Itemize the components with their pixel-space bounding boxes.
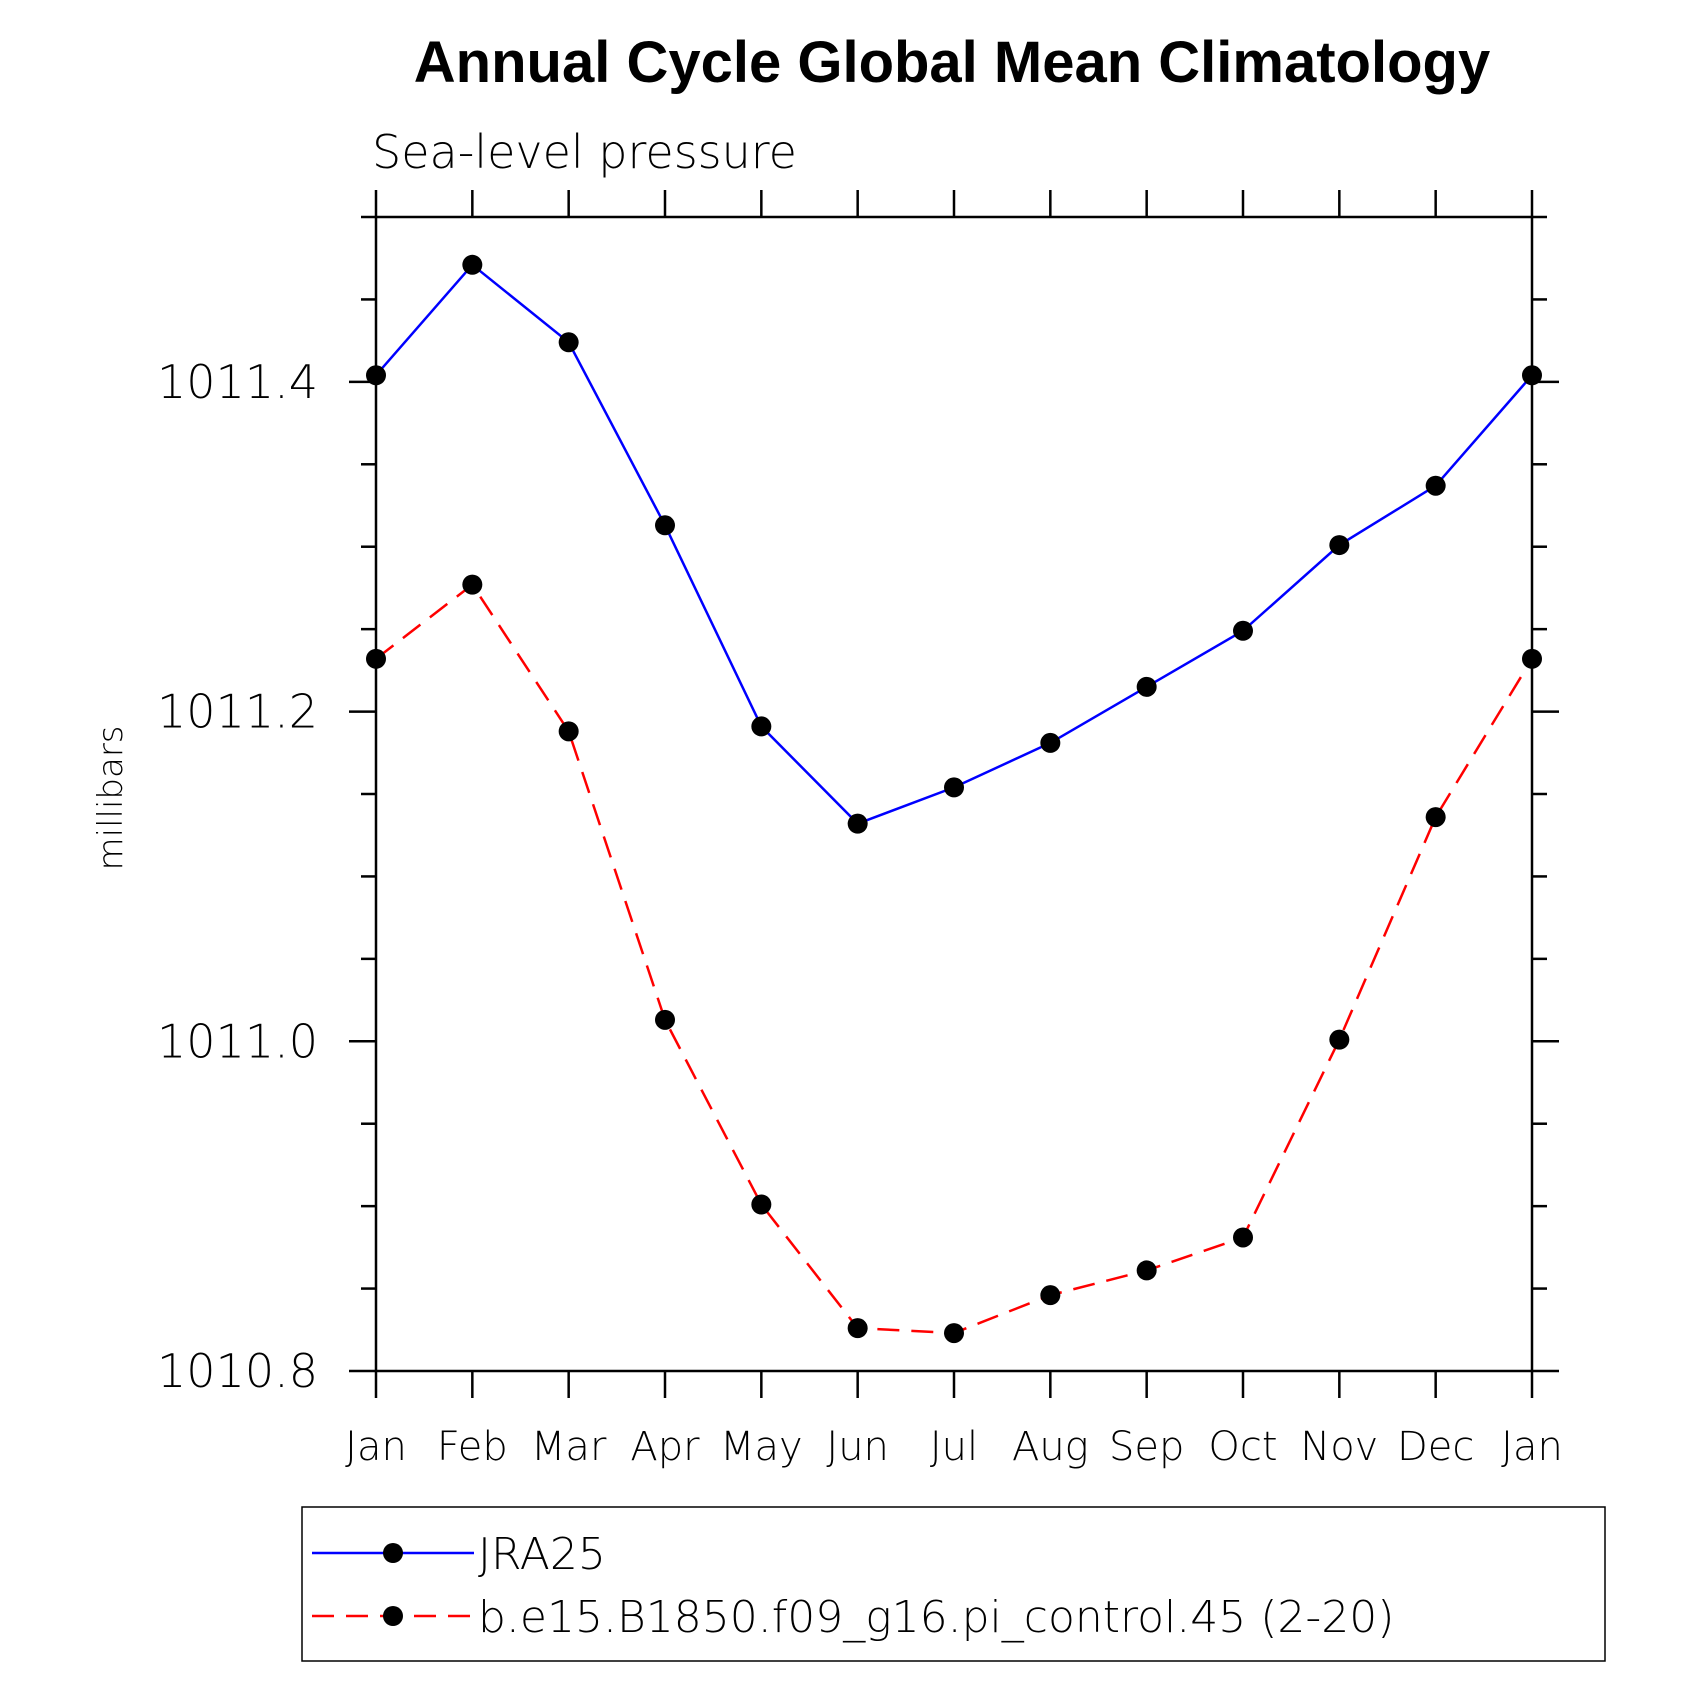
series-layer (366, 254, 1542, 1344)
chart-title: Annual Cycle Global Mean Climatology (414, 30, 1490, 95)
x-tick-label: Jan (1501, 1424, 1563, 1470)
series-line (375, 263, 1533, 826)
chart-subtitle: Sea-level pressure (372, 125, 797, 179)
x-tick-label: Jun (826, 1424, 889, 1470)
data-point (1329, 535, 1350, 556)
x-tick-label: May (720, 1424, 803, 1470)
series-1 (366, 254, 1542, 834)
data-point (1233, 620, 1253, 641)
legend-box (301, 1506, 1606, 1662)
legend-marker (383, 1543, 403, 1563)
data-point (462, 254, 483, 275)
data-point (1329, 1029, 1350, 1050)
x-tick-label: Sep (1109, 1424, 1184, 1470)
data-point (847, 1318, 868, 1339)
x-tick-label: Nov (1300, 1424, 1378, 1470)
data-point (1136, 676, 1157, 697)
legend-item: JRA25 (312, 1529, 606, 1580)
legend: JRA25 b.e15.B1850.f09_g16.pi_control.45 (… (301, 1506, 1606, 1662)
data-point (1522, 365, 1542, 386)
legend-label: b.e15.B1850.f09_g16.pi_control.45 (2-20) (478, 1592, 1394, 1643)
data-point (1522, 648, 1542, 669)
series-2 (366, 574, 1542, 1344)
y-tick-labels: 1010.8 1011.0 1011.2 1011.4 (157, 355, 318, 1398)
data-point (655, 1009, 675, 1030)
legend-item: b.e15.B1850.f09_g16.pi_control.45 (2-20) (312, 1592, 1394, 1643)
data-point (462, 574, 483, 595)
data-point (1425, 475, 1446, 496)
x-tick-label: Oct (1208, 1424, 1277, 1470)
y-tick-label: 1010.8 (157, 1344, 318, 1398)
data-point (847, 813, 868, 834)
y-tick-label: 1011.2 (157, 685, 318, 739)
data-point (944, 777, 964, 798)
x-tick-label: Dec (1397, 1424, 1474, 1470)
data-point (655, 515, 675, 536)
x-tick-labels: Jan Feb Mar Apr May Jun Jul Aug Sep Oct Nov Dec Jan (345, 1424, 1563, 1470)
data-point (558, 721, 579, 742)
data-point (558, 332, 579, 353)
data-point (1233, 1227, 1253, 1248)
axis-ticks (349, 190, 1559, 1398)
x-tick-label: Apr (630, 1424, 700, 1470)
y-tick-label: 1011.4 (157, 355, 318, 409)
data-point (944, 1323, 964, 1344)
legend-marker (383, 1606, 403, 1626)
data-point (1040, 732, 1061, 753)
legend-entries: JRA25 b.e15.B1850.f09_g16.pi_control.45 (… (312, 1529, 1394, 1643)
legend-label: JRA25 (478, 1529, 606, 1580)
y-axis-label: millibars (91, 725, 131, 870)
x-tick-label: Jan (345, 1424, 407, 1470)
data-point (1136, 1260, 1157, 1281)
data-point (1425, 807, 1446, 828)
data-point (366, 648, 386, 669)
data-point (751, 1194, 772, 1215)
x-tick-label: Mar (531, 1424, 607, 1470)
series-line (375, 582, 1534, 1335)
data-point (751, 716, 772, 737)
x-tick-label: Jul (930, 1424, 978, 1470)
x-tick-label: Feb (437, 1424, 508, 1470)
data-point (1040, 1285, 1061, 1306)
y-tick-label: 1011.0 (157, 1014, 318, 1068)
x-tick-label: Aug (1012, 1424, 1089, 1470)
data-point (366, 365, 386, 386)
